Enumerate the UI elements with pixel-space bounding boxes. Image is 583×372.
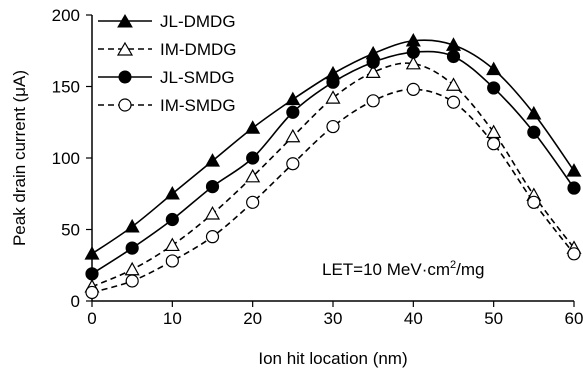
legend-entry-3: JL-SMDG xyxy=(98,68,235,87)
x-tick-label: 0 xyxy=(87,309,96,328)
data-point xyxy=(165,254,179,268)
data-point xyxy=(85,267,99,281)
data-point xyxy=(125,274,139,288)
data-point xyxy=(567,247,581,261)
data-point xyxy=(125,241,139,255)
legend-entry-2: IM-DMDG xyxy=(98,40,236,59)
data-point xyxy=(486,61,502,76)
legend-label-2: IM-DMDG xyxy=(160,40,236,59)
x-axis-title: Ion hit location (nm) xyxy=(258,349,407,368)
series-layer xyxy=(84,33,582,300)
data-point xyxy=(446,49,461,64)
y-tick-label: 200 xyxy=(52,6,80,25)
y-axis-title: Peak drain current (μA) xyxy=(10,70,29,246)
legend-marker-triangle-open xyxy=(116,41,134,56)
data-point xyxy=(527,195,541,209)
legend-marker-circle-open xyxy=(118,98,132,112)
data-point xyxy=(566,163,582,177)
data-point xyxy=(205,180,220,194)
data-point xyxy=(405,55,421,70)
data-point xyxy=(406,45,420,59)
y-tick-label: 50 xyxy=(61,221,80,240)
data-point xyxy=(526,105,542,120)
data-point xyxy=(286,157,300,171)
data-point xyxy=(325,90,341,104)
data-point xyxy=(204,153,221,167)
data-point xyxy=(85,285,99,300)
legend-marker-triangle-filled xyxy=(117,14,133,28)
y-tick-label: 100 xyxy=(52,149,80,168)
data-point xyxy=(245,120,261,134)
data-point xyxy=(245,168,261,183)
axis-ticks: 0 10 20 30 40 50 60 0 50 100 150 200 xyxy=(52,6,583,328)
y-tick-label: 0 xyxy=(71,292,80,311)
data-point xyxy=(326,119,340,134)
x-tick-label: 30 xyxy=(324,309,343,328)
data-point xyxy=(124,261,140,276)
y-tick-label: 150 xyxy=(52,78,80,97)
legend-label-4: IM-SMDG xyxy=(160,96,236,115)
x-tick-label: 10 xyxy=(163,309,182,328)
legend-label-1: JL-DMDG xyxy=(160,12,236,31)
series-im-dmdg xyxy=(84,55,582,293)
series-jl-smdg xyxy=(85,45,581,281)
data-point xyxy=(205,230,220,244)
data-point xyxy=(164,186,180,200)
data-point xyxy=(204,206,221,220)
legend: JL-DMDG IM-DMDG JL-SMDG IM-SMDG xyxy=(98,12,236,115)
legend-marker-circle-filled xyxy=(118,70,132,84)
data-point xyxy=(365,64,381,79)
data-point xyxy=(285,91,301,106)
legend-entry-1: JL-DMDG xyxy=(98,12,236,31)
data-point xyxy=(567,181,581,195)
data-point xyxy=(164,237,180,252)
x-tick-label: 40 xyxy=(404,309,423,328)
data-point xyxy=(285,128,301,143)
x-tick-label: 20 xyxy=(243,309,262,328)
data-point xyxy=(406,82,420,96)
data-point xyxy=(366,94,380,108)
data-point xyxy=(326,75,340,89)
data-point xyxy=(124,218,140,233)
data-point xyxy=(366,55,380,69)
data-point xyxy=(84,246,100,260)
data-point xyxy=(486,124,502,139)
data-point xyxy=(487,81,501,95)
data-point xyxy=(246,151,260,165)
legend-entry-4: IM-SMDG xyxy=(98,96,236,115)
data-point xyxy=(165,212,179,227)
x-tick-label: 60 xyxy=(565,309,583,328)
data-point xyxy=(446,95,461,109)
data-point xyxy=(246,195,260,209)
data-point xyxy=(487,137,501,151)
data-point xyxy=(286,105,300,119)
x-tick-label: 50 xyxy=(484,309,503,328)
data-point xyxy=(527,125,541,139)
legend-label-3: JL-SMDG xyxy=(160,68,235,87)
let-annotation: LET=10 MeV·cm2/mg xyxy=(322,259,484,279)
series-im-smdg xyxy=(85,82,581,300)
data-point xyxy=(445,77,462,91)
series-jl-dmdg xyxy=(84,33,582,260)
